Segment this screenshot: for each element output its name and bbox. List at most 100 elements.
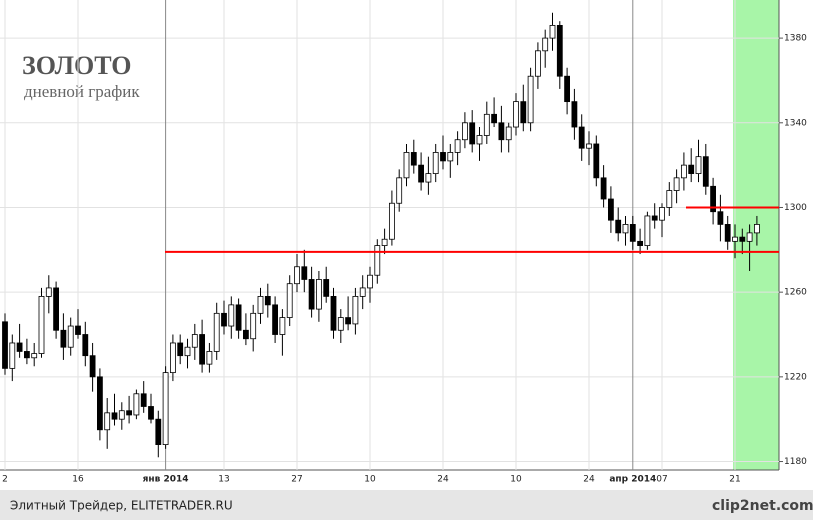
candle-body [184,346,191,357]
candle-body [359,287,366,297]
x-tick-label: янв 2014 [143,475,189,485]
candle-body [586,143,592,149]
candle-body [673,177,680,191]
candle-body [688,164,695,175]
candle-body [60,329,67,348]
candle-body [483,113,490,136]
candle-body [199,334,206,365]
candle-body [381,238,388,246]
x-tick-label: 13 [218,475,229,485]
candle-body [440,152,446,162]
candle-body [432,152,439,175]
candle-body [126,410,132,416]
candle-body [651,215,658,221]
y-tick-label: 1300 [784,203,807,213]
y-tick-label: 1220 [784,372,807,382]
candle-body [133,393,140,416]
candle-body [315,279,322,310]
candle-body [213,312,220,352]
candle-body [724,224,731,242]
candle-body [257,295,264,314]
candle-body [337,317,344,331]
candle-body [644,215,651,246]
candle-body [330,295,337,331]
candle-body [461,122,468,141]
candle-body [2,321,8,369]
y-tick-label: 1380 [784,34,807,44]
footer: Элитный Трейдер, ELITETRADER.RU [10,499,233,513]
candle-body [374,245,381,276]
candle-body [89,355,96,378]
candle-body [491,113,498,124]
candle-body [206,351,213,365]
candle-body [191,334,198,348]
candle-body [286,283,293,318]
x-tick-label: 24 [437,475,449,485]
candle-body [228,304,235,327]
x-tick-label: 16 [72,475,84,485]
candle-body [418,164,425,183]
candle-body [732,236,738,242]
chart-subtitle: дневной график [24,82,140,101]
candle-body [615,219,622,234]
candle-body [235,304,242,331]
x-tick-label: 10 [510,475,522,485]
candle-body [666,190,673,208]
candle-body [746,232,753,242]
candle-body [739,236,746,242]
candle-body [410,152,417,166]
candle-body [454,139,461,153]
y-tick-label: 1180 [784,457,807,467]
candle-body [476,135,483,145]
candle-body [425,173,432,183]
candle-body [754,224,760,234]
candle-body [535,50,541,77]
candle-body [447,152,454,162]
candle-body [637,240,643,246]
candle-body [118,410,125,420]
candle-body [681,164,687,179]
x-tick-label: 24 [583,475,595,485]
candle-body [622,224,629,234]
candle-body [396,177,403,204]
highlight-band [733,0,779,470]
x-tick-label: 10 [364,475,376,485]
candle-body [608,198,614,221]
candle-body [571,101,578,128]
x-tick-label: 2 [2,475,8,485]
chart-title: ЗОЛОТО [22,51,131,80]
candle-body [367,274,373,289]
candle-body [549,25,556,39]
footer-bar [0,490,813,520]
candle-body [140,393,147,407]
candle-body [16,342,23,352]
candle-body [301,266,308,280]
candle-body [629,224,636,242]
candle-body [600,177,607,200]
candle-body [294,266,300,285]
candle-body [75,325,81,335]
y-tick-label: 1340 [784,118,807,128]
candle-body [279,317,286,335]
candle-body [67,325,74,348]
candle-body [9,342,16,369]
candle-body [82,334,89,357]
candle-body [111,412,118,420]
candle-body [469,122,476,145]
candle-body [498,122,505,141]
candle-body [162,372,169,445]
logo: clip2net.com [712,498,813,514]
candle-body [272,304,279,335]
candle-body [45,287,52,297]
candle-body [177,342,184,357]
candle-body [23,351,30,359]
candle-body [221,312,227,327]
candle-body [250,312,257,340]
candle-body [513,101,519,128]
candle-body [345,317,352,325]
candle-body [505,126,512,141]
candle-body [527,75,534,124]
x-tick-label: апр 2014 [609,475,656,485]
candle-body [352,295,359,325]
